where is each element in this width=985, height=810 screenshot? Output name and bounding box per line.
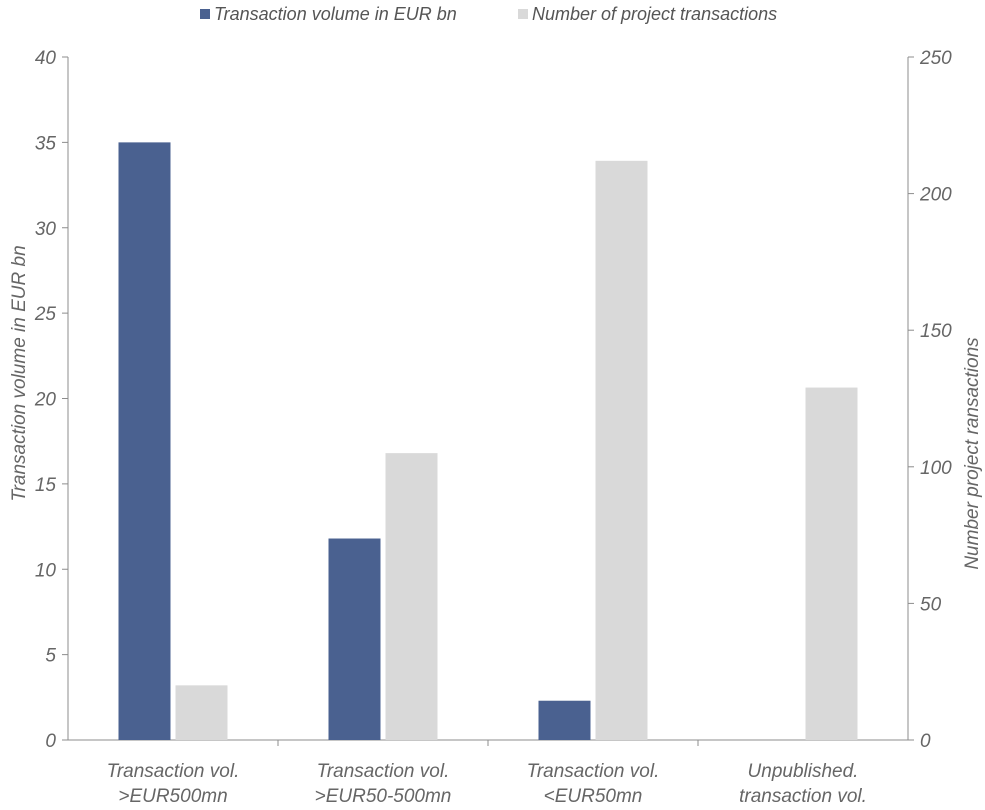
bar-volume-2 <box>538 700 591 740</box>
y-right-axis-title: Number project ransactions <box>962 337 983 570</box>
bar-volume-0 <box>118 142 171 740</box>
legend-label-1: Number of project transactions <box>532 4 777 24</box>
x-category-label: Unpublished. <box>748 761 859 782</box>
bar-volume-1 <box>328 538 381 740</box>
x-category-label: >EUR50-500mn <box>315 786 452 807</box>
y-left-tick-label: 10 <box>35 560 57 581</box>
y-right-tick-label: 150 <box>920 321 952 342</box>
y-left-tick-label: 25 <box>34 304 57 325</box>
x-category-label: Transaction vol. <box>107 761 240 782</box>
bar-count-0 <box>175 685 228 740</box>
y-left-tick-label: 40 <box>35 48 57 69</box>
labels: 0 5 10 15 20 25 30 35 40 0 50 100 150 200 250 Transacti… <box>9 48 983 807</box>
y-right-tick-label: 50 <box>920 594 942 615</box>
legend-swatch-0 <box>200 9 210 19</box>
bars <box>118 142 858 741</box>
y-right-tick-label: 200 <box>919 185 952 206</box>
y-right-tick-label: 250 <box>919 48 952 69</box>
legend-label-0: Transaction volume in EUR bn <box>214 4 457 24</box>
y-left-axis-title: Transaction volume in EUR bn <box>9 245 30 501</box>
x-category-label: transaction vol. <box>739 786 867 807</box>
x-category-label: <EUR50mn <box>544 786 643 807</box>
y-right-tick-label: 100 <box>920 458 952 479</box>
x-category-label: Transaction vol. <box>317 761 450 782</box>
legend-swatch-1 <box>518 9 528 19</box>
bar-count-3 <box>805 387 858 740</box>
x-category-label: >EUR500mn <box>118 786 227 807</box>
legend: Transaction volume in EUR bn Number of pr… <box>200 4 777 24</box>
y-left-tick-label: 35 <box>35 133 57 154</box>
y-left-tick-label: 20 <box>34 390 57 411</box>
axes <box>62 56 914 746</box>
y-left-tick-label: 30 <box>35 219 57 240</box>
x-category-label: Transaction vol. <box>527 761 660 782</box>
y-left-tick-label: 5 <box>45 646 56 667</box>
bar-count-2 <box>595 160 648 741</box>
bar-count-1 <box>385 453 438 740</box>
y-left-tick-label: 15 <box>35 475 57 496</box>
y-right-tick-label: 0 <box>920 731 931 752</box>
y-left-tick-label: 0 <box>45 731 56 752</box>
